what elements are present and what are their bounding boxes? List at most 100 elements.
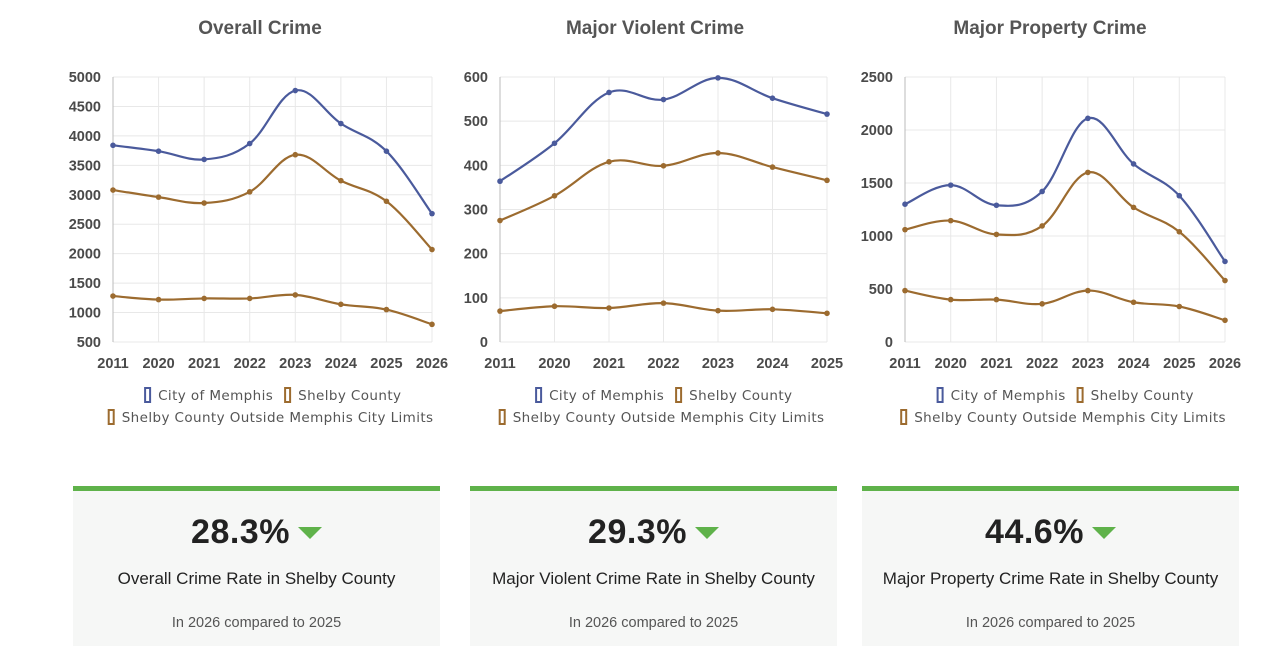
chart-title: Overall Crime bbox=[198, 18, 322, 39]
data-point[interactable] bbox=[551, 140, 558, 147]
data-point[interactable] bbox=[338, 120, 344, 127]
data-point[interactable] bbox=[246, 295, 253, 302]
series-line bbox=[904, 171, 1226, 282]
x-tick-label: 2023 bbox=[702, 356, 734, 372]
data-point[interactable] bbox=[292, 292, 299, 298]
data-point[interactable] bbox=[497, 178, 503, 185]
legend-item[interactable]: Shelby County bbox=[284, 387, 401, 404]
data-point[interactable] bbox=[201, 156, 207, 163]
data-point[interactable] bbox=[1176, 192, 1183, 199]
data-point[interactable] bbox=[1039, 301, 1045, 307]
data-point[interactable] bbox=[246, 140, 253, 147]
x-tick-label: 2022 bbox=[647, 356, 679, 372]
legend-item[interactable]: Shelby County bbox=[675, 387, 792, 404]
data-point[interactable] bbox=[715, 150, 721, 156]
data-point[interactable] bbox=[155, 296, 162, 303]
data-point[interactable] bbox=[947, 182, 954, 188]
legend-swatch bbox=[535, 387, 543, 403]
data-point[interactable] bbox=[660, 96, 667, 103]
data-point[interactable] bbox=[902, 201, 908, 207]
data-point[interactable] bbox=[1222, 258, 1228, 265]
x-tick-label: 2025 bbox=[370, 356, 402, 372]
data-point[interactable] bbox=[1085, 169, 1091, 176]
data-point[interactable] bbox=[769, 306, 776, 313]
x-tick-label: 2020 bbox=[935, 356, 967, 372]
data-point[interactable] bbox=[769, 164, 776, 170]
data-point[interactable] bbox=[1176, 303, 1183, 310]
data-point[interactable] bbox=[902, 287, 908, 294]
data-point[interactable] bbox=[201, 295, 207, 302]
data-point[interactable] bbox=[551, 193, 558, 199]
data-point[interactable] bbox=[1130, 299, 1137, 306]
data-point[interactable] bbox=[947, 217, 954, 224]
data-point[interactable] bbox=[201, 200, 207, 206]
data-point[interactable] bbox=[824, 177, 830, 184]
data-point[interactable] bbox=[292, 87, 299, 94]
legend-item[interactable]: Shelby County Outside Memphis City Limit… bbox=[900, 409, 1226, 426]
data-point[interactable] bbox=[110, 293, 116, 299]
legend-item[interactable]: Shelby County Outside Memphis City Limit… bbox=[498, 409, 825, 426]
x-tick-label: 2021 bbox=[980, 356, 1012, 372]
data-point[interactable] bbox=[715, 307, 721, 314]
data-point[interactable] bbox=[606, 159, 612, 165]
legend-label: Shelby County Outside Memphis City Limit… bbox=[914, 410, 1226, 426]
legend-swatch bbox=[936, 387, 944, 403]
data-point[interactable] bbox=[1085, 287, 1091, 294]
data-point[interactable] bbox=[660, 300, 667, 306]
legend-label: Shelby County Outside Memphis City Limit… bbox=[513, 410, 825, 426]
data-point[interactable] bbox=[497, 217, 503, 224]
data-point[interactable] bbox=[660, 162, 667, 169]
data-point[interactable] bbox=[1222, 317, 1228, 324]
data-point[interactable] bbox=[155, 194, 162, 200]
data-point[interactable] bbox=[1085, 115, 1091, 122]
data-point[interactable] bbox=[383, 198, 390, 205]
data-point[interactable] bbox=[338, 177, 344, 184]
legend-item[interactable]: Shelby County bbox=[1076, 387, 1194, 404]
data-point[interactable] bbox=[429, 246, 435, 253]
y-tick-label: 500 bbox=[77, 335, 101, 351]
data-point[interactable] bbox=[1039, 223, 1045, 229]
y-tick-label: 1000 bbox=[69, 306, 101, 322]
legend-item[interactable]: Shelby County Outside Memphis City Limit… bbox=[107, 409, 434, 426]
x-tick-label: 2021 bbox=[188, 356, 220, 372]
data-point[interactable] bbox=[902, 226, 908, 233]
data-point[interactable] bbox=[993, 296, 1000, 303]
legend-item[interactable]: City of Memphis bbox=[144, 387, 273, 404]
data-point[interactable] bbox=[993, 202, 1000, 209]
data-point[interactable] bbox=[993, 231, 1000, 238]
data-point[interactable] bbox=[606, 305, 612, 311]
data-point[interactable] bbox=[110, 142, 116, 149]
major-violent-crime-chart: 0 100 200 300 400 500 600 2011 2020 2021 2022 2023 2… bbox=[464, 70, 843, 426]
y-tick-label: 2000 bbox=[69, 247, 101, 263]
data-point[interactable] bbox=[1130, 204, 1137, 211]
data-point[interactable] bbox=[1130, 161, 1137, 167]
data-point[interactable] bbox=[338, 301, 344, 308]
data-point[interactable] bbox=[769, 95, 776, 101]
data-point[interactable] bbox=[497, 308, 503, 314]
data-point[interactable] bbox=[246, 189, 253, 195]
x-tick-label: 2023 bbox=[1072, 356, 1104, 372]
y-tick-label: 0 bbox=[480, 335, 488, 351]
data-point[interactable] bbox=[715, 75, 721, 81]
data-point[interactable] bbox=[155, 148, 162, 154]
data-point[interactable] bbox=[292, 151, 299, 158]
data-point[interactable] bbox=[824, 310, 830, 317]
data-point[interactable] bbox=[429, 210, 435, 217]
data-point[interactable] bbox=[824, 111, 830, 117]
data-point[interactable] bbox=[606, 89, 612, 96]
data-point[interactable] bbox=[551, 303, 558, 310]
legend-item[interactable]: City of Memphis bbox=[535, 387, 664, 404]
x-tick-label: 2020 bbox=[142, 356, 174, 372]
legend-item[interactable]: City of Memphis bbox=[936, 387, 1066, 404]
stat-subtext: In 2026 compared to 2025 bbox=[171, 615, 342, 631]
data-point[interactable] bbox=[429, 321, 435, 328]
data-point[interactable] bbox=[1222, 277, 1228, 284]
data-point[interactable] bbox=[1039, 188, 1045, 195]
data-point[interactable] bbox=[1176, 228, 1183, 235]
data-point[interactable] bbox=[947, 296, 954, 303]
y-tick-label: 400 bbox=[464, 158, 488, 174]
data-point[interactable] bbox=[110, 187, 116, 193]
data-point[interactable] bbox=[383, 148, 390, 154]
data-point[interactable] bbox=[383, 306, 390, 313]
legend-swatch bbox=[498, 409, 506, 425]
